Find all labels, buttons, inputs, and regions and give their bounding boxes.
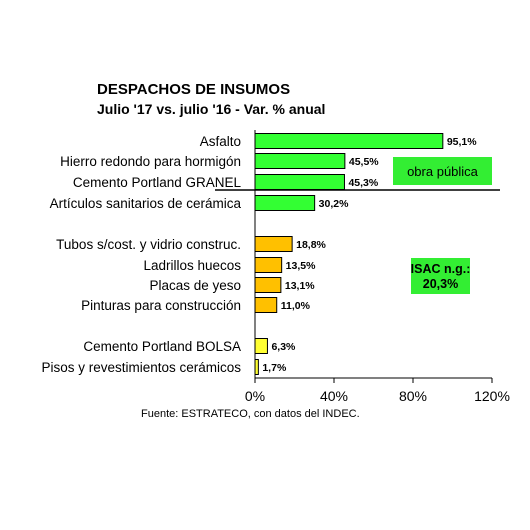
bar xyxy=(254,359,259,375)
category-label: Cemento Portland GRANEL xyxy=(73,175,242,190)
category-label: Ladrillos huecos xyxy=(143,258,241,273)
bar xyxy=(254,236,293,252)
category-label: Artículos sanitarios de cerámica xyxy=(50,196,242,211)
value-label: 13,1% xyxy=(285,280,315,292)
category-label: Cemento Portland BOLSA xyxy=(83,339,241,354)
category-label: Placas de yeso xyxy=(149,278,241,293)
source-note: Fuente: ESTRATECO, con datos del INDEC. xyxy=(141,408,360,420)
bar xyxy=(254,277,282,293)
x-tick-label: 120% xyxy=(474,388,510,404)
isac-label-line2: 20,3% xyxy=(423,277,458,291)
category-label: Pinturas para construcción xyxy=(81,298,241,313)
obra-publica-badge xyxy=(393,157,492,185)
category-label: Pisos y revestimientos cerámicos xyxy=(41,360,241,375)
bar xyxy=(254,257,283,273)
x-tick-label: 0% xyxy=(245,388,265,404)
chart-title: DESPACHOS DE INSUMOS xyxy=(97,81,290,98)
x-tick-label: 40% xyxy=(320,388,348,404)
value-label: 95,1% xyxy=(447,136,477,148)
value-label: 1,7% xyxy=(262,362,287,374)
value-label: 6,3% xyxy=(271,341,296,353)
value-label: 30,2% xyxy=(319,198,349,210)
ticks-layer: 0% 40% 80% 120% xyxy=(245,378,510,404)
value-label: 13,5% xyxy=(286,260,316,272)
bar xyxy=(254,174,345,190)
value-label: 45,3% xyxy=(348,177,378,189)
x-tick-label: 80% xyxy=(399,388,427,404)
value-label: 45,5% xyxy=(349,156,379,168)
bar xyxy=(254,297,278,313)
chart-subtitle: Julio '17 vs. julio '16 - Var. % anual xyxy=(97,101,325,117)
bar xyxy=(254,153,346,169)
obra-publica-label: obra pública xyxy=(407,164,479,179)
isac-badge xyxy=(411,258,470,294)
bars-layer: Asfalto 95,1% Hierro redondo para hormigón… xyxy=(41,133,477,375)
category-label: Asfalto xyxy=(200,134,241,149)
value-label: 18,8% xyxy=(296,239,326,251)
bar xyxy=(254,133,444,149)
bar xyxy=(254,338,268,354)
bar xyxy=(254,195,316,211)
category-label: Tubos s/cost. y vidrio construc. xyxy=(56,237,241,252)
value-label: 11,0% xyxy=(281,300,311,312)
isac-label-line1: ISAC n.g.: xyxy=(411,262,471,276)
category-label: Hierro redondo para hormigón xyxy=(60,154,241,169)
